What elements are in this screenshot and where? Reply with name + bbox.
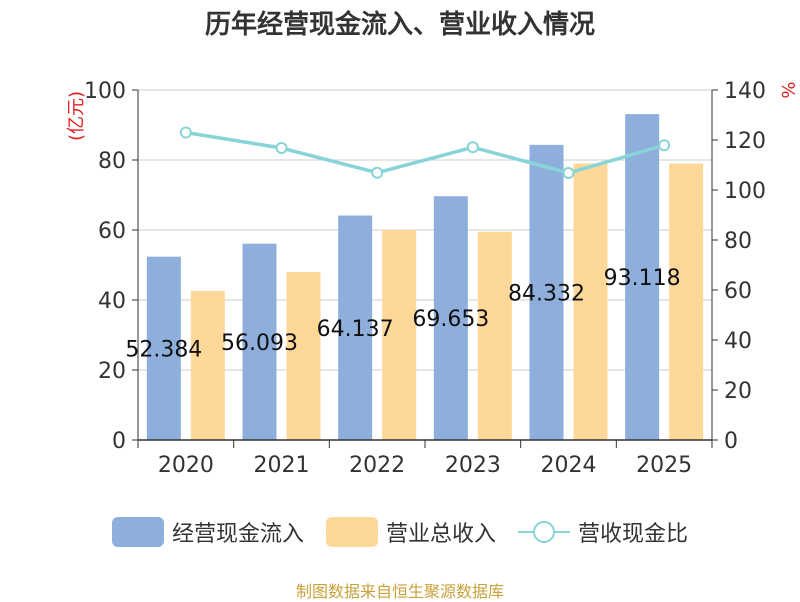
y2-tick-label: 120 (724, 129, 766, 154)
bar-revenue (286, 272, 321, 440)
data-label-cash-inflow: 64.137 (317, 317, 394, 342)
legend: 经营现金流入 营业总收入 营收现金比 (0, 516, 800, 548)
legend-swatch-cash-ratio (518, 517, 570, 547)
x-tick-label: 2024 (541, 453, 597, 478)
bar-revenue (382, 230, 417, 440)
footer-source: 制图数据来自恒生聚源数据库 (295, 582, 504, 601)
legend-swatch-revenue (325, 517, 378, 547)
bar-cash-inflow (146, 256, 181, 440)
bar-revenue (190, 290, 225, 440)
y2-tick-label: 0 (724, 429, 738, 454)
bar-revenue (477, 231, 512, 440)
y-tick-label: 20 (98, 359, 126, 384)
bar-cash-inflow (338, 215, 373, 440)
y2-tick-label: 80 (724, 229, 752, 254)
y-axis-label: (亿元) (66, 91, 87, 141)
y2-axis-label: % (777, 81, 798, 98)
x-tick-label: 2025 (636, 453, 692, 478)
legend-item-cash-ratio[interactable]: 营收现金比 (518, 516, 688, 548)
y-tick-label: 40 (98, 289, 126, 314)
point-cash-ratio (179, 126, 192, 139)
point-cash-ratio (658, 139, 671, 152)
point-cash-ratio (371, 166, 384, 179)
y2-tick-label: 40 (724, 329, 752, 354)
data-label-cash-inflow: 52.384 (125, 337, 202, 362)
bar-cash-inflow (242, 243, 277, 440)
data-label-cash-inflow: 93.118 (604, 266, 681, 291)
chart-title: 历年经营现金流入、营业收入情况 (204, 10, 595, 40)
y2-tick-label: 140 (724, 79, 766, 104)
y-tick-label: 0 (112, 429, 126, 454)
line-cash-ratio (185, 130, 665, 175)
x-tick-label: 2022 (349, 453, 405, 478)
x-tick-label: 2020 (158, 453, 214, 478)
legend-label-cash-ratio: 营收现金比 (578, 522, 689, 547)
legend-label-cash-inflow: 经营现金流入 (171, 522, 304, 547)
bar-cash-inflow (625, 114, 660, 441)
y-tick-label: 80 (98, 149, 126, 174)
legend-label-revenue: 营业总收入 (385, 522, 496, 547)
point-cash-ratio (275, 142, 288, 154)
legend-item-revenue[interactable]: 营业总收入 (325, 516, 496, 548)
y2-tick-label: 60 (724, 279, 752, 304)
data-label-cash-inflow: 84.332 (508, 281, 585, 306)
data-label-cash-inflow: 69.653 (412, 307, 489, 332)
chart: 0 20 40 60 80 100 0 20 40 60 80 100 120 140 (亿元)% 2020 2… (66, 79, 798, 478)
x-tick-label: 2021 (254, 453, 310, 478)
bar-cash-inflow (529, 144, 564, 440)
legend-swatch-cash-inflow (111, 517, 164, 547)
bar-cash-inflow (433, 196, 468, 440)
point-cash-ratio (562, 167, 575, 179)
legend-item-cash-inflow[interactable]: 经营现金流入 (111, 516, 304, 548)
y-tick-label: 60 (98, 219, 126, 244)
x-tick-label: 2023 (445, 453, 501, 478)
y-tick-label: 100 (84, 79, 126, 104)
y2-tick-label: 20 (724, 379, 752, 404)
bar-revenue (573, 163, 608, 440)
data-label-cash-inflow: 56.093 (221, 331, 298, 356)
point-cash-ratio (466, 141, 479, 154)
bar-revenue (669, 163, 704, 440)
y2-tick-label: 100 (724, 179, 766, 204)
